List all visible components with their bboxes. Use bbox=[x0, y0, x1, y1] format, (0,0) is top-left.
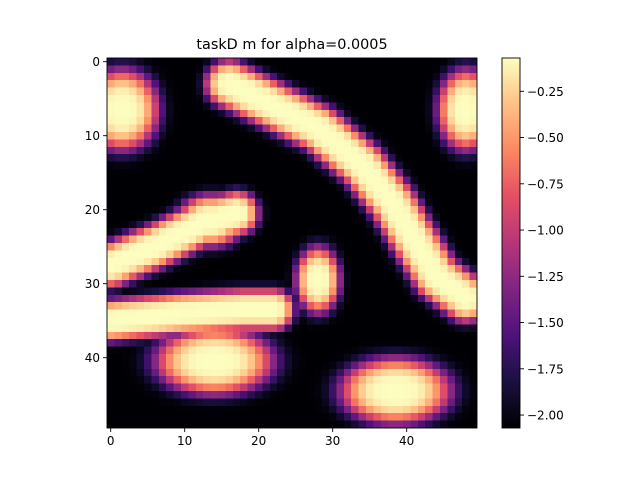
y-tick-label: 20 bbox=[85, 203, 100, 217]
colorbar-tick-label: −0.75 bbox=[527, 177, 564, 191]
heatmap-frame bbox=[106, 57, 478, 429]
colorbar-tick-label: −1.50 bbox=[527, 316, 564, 330]
colorbar-tick-label: −0.50 bbox=[527, 131, 564, 145]
colorbar-tick-label: −1.25 bbox=[527, 270, 564, 284]
y-tick-label: 30 bbox=[85, 277, 100, 291]
chart-title: taskD m for alpha=0.0005 bbox=[196, 37, 387, 53]
x-tick-label: 30 bbox=[325, 434, 340, 448]
colorbar-ticks: −2.00 −1.75 −1.50 −1.25 −1.00 −0.75 −0.50 −0.25 bbox=[520, 85, 564, 423]
colorbar-tick-label: −1.00 bbox=[527, 224, 564, 238]
colorbar-tick-label: −2.00 bbox=[527, 409, 564, 423]
colorbar-gradient bbox=[502, 58, 520, 428]
y-axis-ticks: 0 10 20 30 40 bbox=[85, 55, 107, 365]
heatmap-image bbox=[107, 58, 477, 428]
x-tick-label: 40 bbox=[399, 434, 414, 448]
x-tick-label: 10 bbox=[177, 434, 192, 448]
colorbar-tick-label: −1.75 bbox=[527, 362, 564, 376]
y-tick-label: 0 bbox=[92, 55, 100, 69]
x-axis-ticks: 0 10 20 30 40 bbox=[107, 428, 414, 448]
x-tick-label: 20 bbox=[251, 434, 266, 448]
x-tick-label: 0 bbox=[107, 434, 115, 448]
y-tick-label: 40 bbox=[85, 351, 100, 365]
colorbar-tick-label: −0.25 bbox=[527, 85, 564, 99]
colorbar-frame bbox=[501, 57, 521, 429]
y-tick-label: 10 bbox=[85, 129, 100, 143]
